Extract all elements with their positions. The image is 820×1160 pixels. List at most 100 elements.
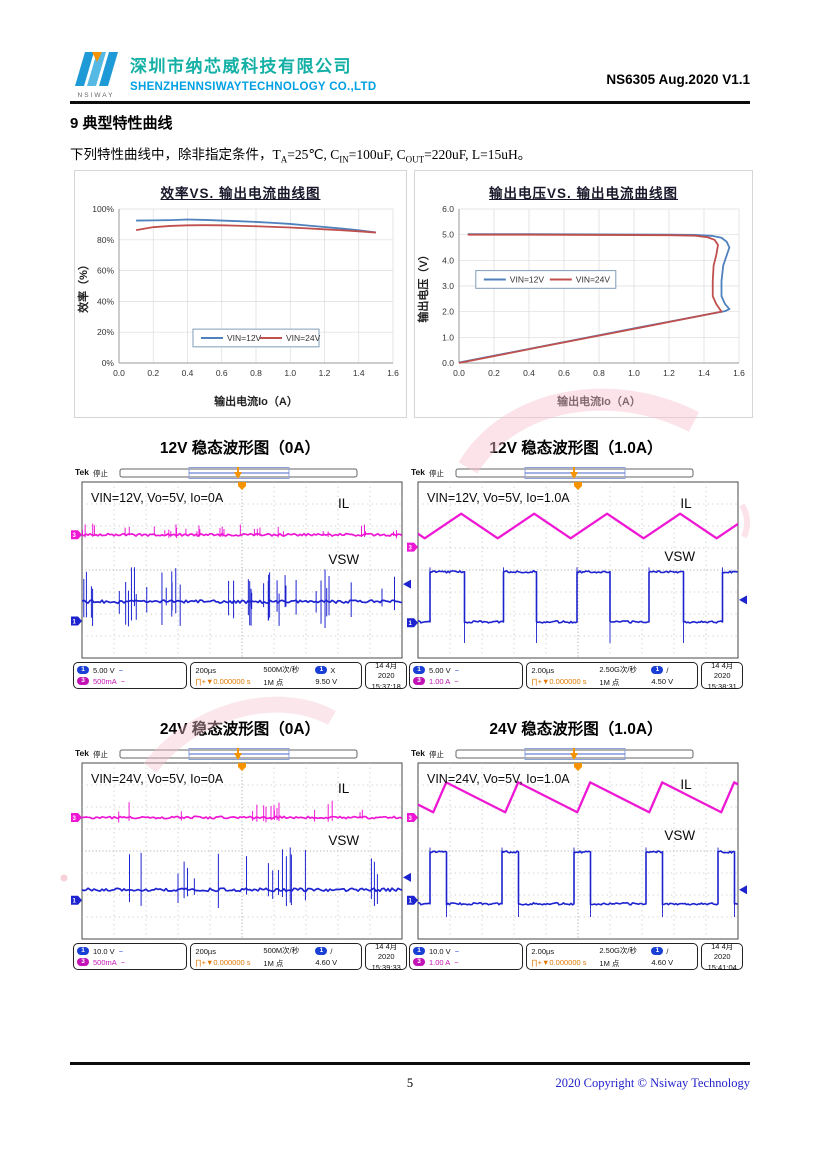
scope-time: 15:37:18 xyxy=(371,682,401,691)
svg-text:20%: 20% xyxy=(97,327,114,337)
trigger-position-bar xyxy=(119,748,358,760)
footer-rule xyxy=(70,1062,750,1065)
vsw-trace xyxy=(82,847,402,908)
scope-header-strip: Tek 停止 xyxy=(409,747,743,762)
switch-node-label: VSW xyxy=(664,548,696,564)
svg-text:3: 3 xyxy=(73,816,77,822)
trigger-position-value: 0.000000 s xyxy=(549,957,587,967)
svg-text:0.8: 0.8 xyxy=(250,368,262,378)
scope-date: 14 4月 2020 xyxy=(375,942,398,961)
inductor-current-label: IL xyxy=(680,496,692,512)
copyright-notice: 2020 Copyright © Nsiway Technology xyxy=(555,1076,751,1090)
series-VIN=24V xyxy=(458,233,723,364)
svg-text:100%: 100% xyxy=(92,204,114,214)
channel1-badge: 1 xyxy=(413,666,425,674)
channel3-badge: 3 xyxy=(413,677,425,685)
channel3-ground-marker xyxy=(71,813,82,823)
channel1-scale: 10.0 V xyxy=(429,946,451,956)
channel3-scale: 1.00 A xyxy=(429,957,451,967)
trigger-position-bar xyxy=(455,467,694,479)
svg-text:0.6: 0.6 xyxy=(216,368,228,378)
trigger-source-badge: 1 xyxy=(315,947,328,955)
sample-rate: 500M次/秒 xyxy=(263,945,300,955)
acquisition-status: 停止 xyxy=(93,750,108,759)
logo-wordmark: NSIWAY xyxy=(77,92,115,99)
svg-text:0.6: 0.6 xyxy=(558,368,570,378)
channel1-badge: 1 xyxy=(77,666,89,674)
timebase-readouts: 2.00µs ∏+▼0.000000 s 2.50G次/秒 1M 点 1/ 4.… xyxy=(526,943,699,970)
channel1-ground-marker xyxy=(71,616,82,626)
svg-text:VIN=12V: VIN=12V xyxy=(510,274,545,284)
svg-text:3.0: 3.0 xyxy=(442,281,454,291)
y-axis-label: 效率（%） xyxy=(76,259,90,313)
trigger-position-icon xyxy=(234,472,242,479)
sample-rate: 500M次/秒 xyxy=(263,664,300,674)
scope-time: 15:38:31 xyxy=(707,682,737,691)
il-trace xyxy=(418,781,738,814)
timebase-scale: 2.00µs xyxy=(531,665,555,675)
output-voltage-chart-plot: 0.0 0.2 0.4 0.6 0.8 1.0 1.2 1.4 1.6 0.0 1.0 2.0 3.0 4… xyxy=(415,201,752,418)
channel-readouts: 1 5.00 V ~ 3 1.00 A ~ xyxy=(409,662,524,689)
output-voltage-chart: 输出电压VS. 输出电流曲线图 0.0 0.2 0.4 0.6 0.8 1.0 1.2 1.4… xyxy=(414,170,753,418)
trigger-position-icons: ∏+▼ xyxy=(531,676,550,686)
channel3-bw-icon: ~ xyxy=(454,676,459,686)
trigger-level: 4.50 V xyxy=(651,676,674,686)
channel3-bw-icon: ~ xyxy=(120,676,126,686)
trigger-level-marker xyxy=(739,885,747,895)
record-length: 1M 点 xyxy=(263,958,284,968)
channel3-badge: 3 xyxy=(413,958,425,966)
svg-text:1.0: 1.0 xyxy=(442,332,454,342)
svg-text:1.2: 1.2 xyxy=(663,368,675,378)
svg-text:0.2: 0.2 xyxy=(147,368,159,378)
timebase-scale: 2.00µs xyxy=(531,946,555,956)
channel3-ground-marker xyxy=(407,542,418,552)
scope-date: 14 4月 2020 xyxy=(711,942,734,961)
scope-grid-svg: 31 xyxy=(407,481,747,659)
datetime-readout: 14 4月 2020 15:41:04 xyxy=(701,942,743,972)
graticule-grid xyxy=(81,481,403,659)
channel3-scale: 500mA xyxy=(93,676,117,686)
trigger-level-marker xyxy=(403,579,411,589)
channel3-bw-icon: ~ xyxy=(454,957,459,967)
chart-title: 效率VS. 输出电流曲线图 xyxy=(160,186,321,201)
scope-grid-svg: 31 xyxy=(407,762,747,940)
svg-text:1.2: 1.2 xyxy=(319,368,331,378)
svg-text:0.2: 0.2 xyxy=(488,368,500,378)
acquisition-status: 停止 xyxy=(93,469,108,478)
channel-readouts: 1 5.00 V ~ 3 500mA ~ xyxy=(73,662,188,689)
il-trace xyxy=(82,800,402,823)
intro-paragraph: 下列特性曲线中，除非指定条件，TA=25℃, CIN=100uF, COUT=2… xyxy=(70,147,532,165)
trigger-slope-icon: / xyxy=(330,946,333,956)
header-rule xyxy=(70,101,750,104)
trigger-position-icons: ∏+▼ xyxy=(195,676,214,686)
trigger-position-value: 0.000000 s xyxy=(213,676,251,686)
svg-text:0.0: 0.0 xyxy=(442,358,454,368)
svg-text:3: 3 xyxy=(409,545,413,551)
svg-text:0.0: 0.0 xyxy=(113,368,125,378)
scope-date: 14 4月 2020 xyxy=(375,661,398,680)
channel1-scale: 10.0 V xyxy=(93,946,115,956)
sample-rate: 2.50G次/秒 xyxy=(599,945,637,955)
trigger-level: 9.50 V xyxy=(315,676,338,686)
svg-text:1: 1 xyxy=(73,619,77,625)
scope-grid-svg: 31 xyxy=(71,762,411,940)
trigger-level: 4.60 V xyxy=(651,957,674,967)
legend-box xyxy=(192,328,320,348)
trigger-marker-icon xyxy=(238,482,246,490)
scope-header-strip: Tek 停止 xyxy=(409,466,743,481)
svg-text:80%: 80% xyxy=(97,235,114,245)
series-VIN=12V xyxy=(458,233,731,364)
acquisition-status: 停止 xyxy=(429,750,444,759)
trigger-position-icons: ∏+▼ xyxy=(531,957,550,967)
vsw-trace xyxy=(82,567,402,629)
trigger-position-value: 0.000000 s xyxy=(549,676,587,686)
scope-title: 24V 稳态波形图（0A） xyxy=(159,721,321,738)
scope-title: 12V 稳态波形图（1.0A） xyxy=(489,440,663,457)
tek-brand: Tek xyxy=(411,467,426,477)
channel3-badge: 3 xyxy=(77,958,89,966)
svg-text:60%: 60% xyxy=(97,266,114,276)
